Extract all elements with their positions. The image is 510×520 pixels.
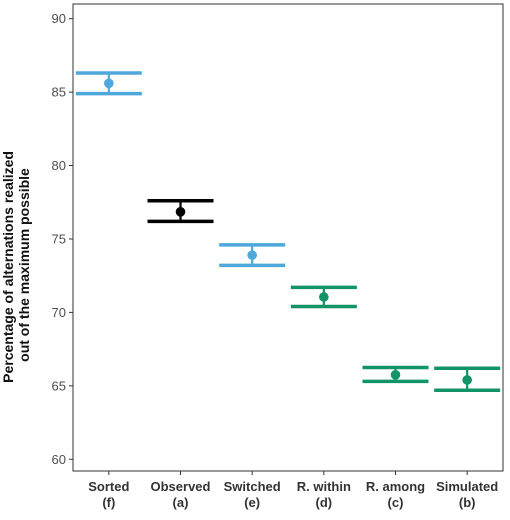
- x-tick-label-5: Simulated (b): [436, 479, 498, 510]
- mean-point-5: [462, 375, 472, 385]
- x-tick-label-4: R. among (c): [366, 479, 425, 510]
- y-tick-label-75: 75: [52, 231, 66, 246]
- x-tick-label-0: Sorted (f): [88, 479, 129, 510]
- y-axis: 60 65 70 75 80 85 90: [52, 11, 73, 467]
- error-bar-3: [290, 285, 357, 309]
- x-tick-label-3: R. within (d): [297, 479, 351, 510]
- x-tick-label-1: Observed (a): [151, 479, 211, 510]
- mean-point-4: [390, 370, 401, 380]
- y-tick-label-90: 90: [52, 11, 66, 26]
- mean-point-1: [175, 207, 186, 217]
- y-axis-title: Percentage of alternations realized out …: [0, 147, 32, 383]
- y-tick-label-65: 65: [52, 378, 66, 393]
- y-tick-label-70: 70: [52, 305, 66, 320]
- error-bar-1: [147, 199, 214, 224]
- error-bars: [75, 71, 501, 392]
- error-bar-2: [219, 243, 286, 268]
- error-bar-0: [75, 71, 142, 96]
- y-tick-label-60: 60: [52, 452, 66, 467]
- error-bar-5: [434, 366, 501, 392]
- x-tick-label-2: Switched (e): [224, 479, 281, 510]
- mean-point-2: [247, 250, 257, 260]
- x-axis: Sorted (f) Observed (a) Switched (e) R. within…: [88, 471, 498, 510]
- mean-point-3: [319, 292, 329, 302]
- plot-panel: [72, 3, 504, 472]
- y-tick-label-85: 85: [52, 85, 66, 100]
- y-tick-label-80: 80: [52, 158, 66, 173]
- error-bar-4: [362, 365, 429, 384]
- mean-point-0: [104, 78, 114, 89]
